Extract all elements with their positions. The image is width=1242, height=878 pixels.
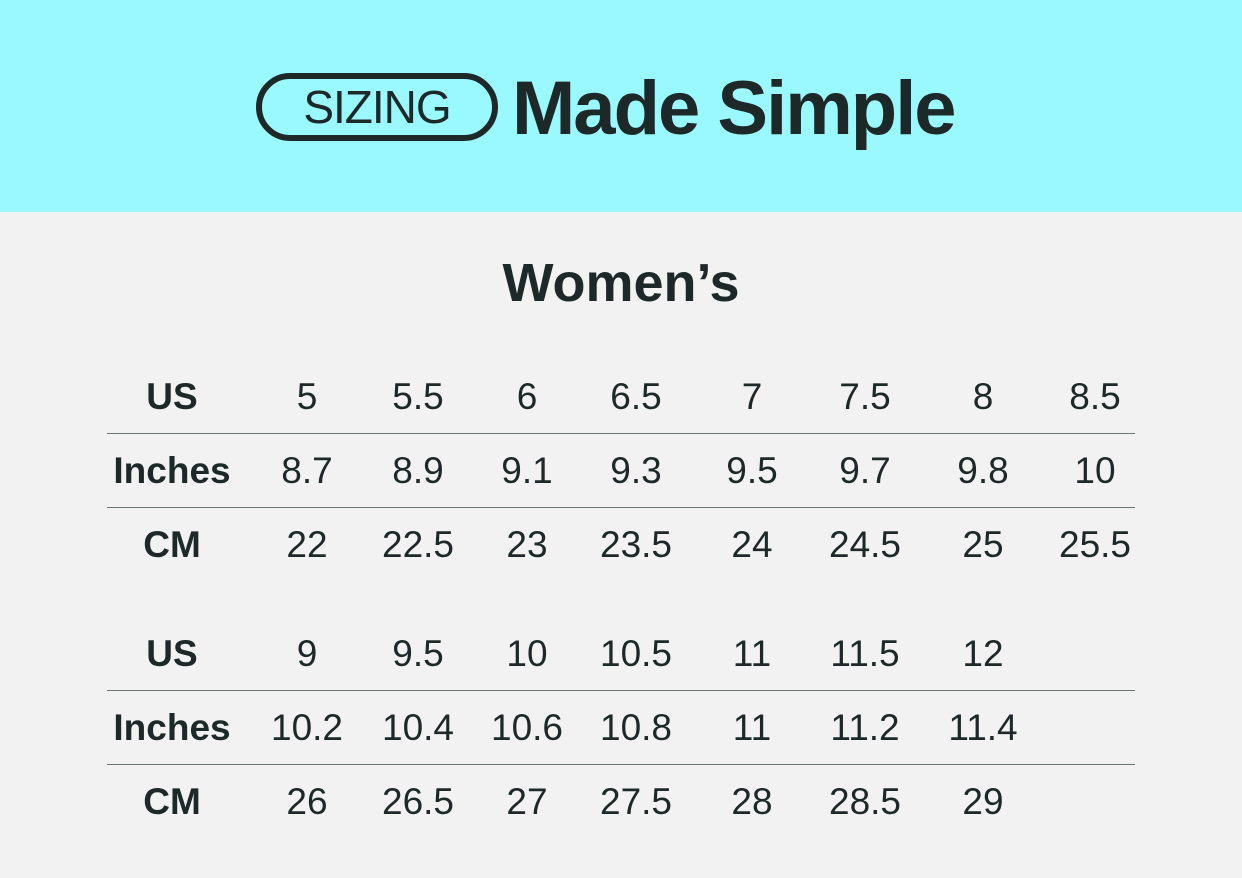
row-label: US: [146, 633, 198, 674]
table-cell: 22: [286, 524, 328, 565]
table-cell: 27: [506, 781, 548, 822]
section-title: Women’s: [502, 253, 740, 313]
row-label: US: [146, 376, 198, 417]
sizing-badge-text: SIZING: [303, 81, 451, 133]
table-cell: 25.5: [1058, 524, 1132, 565]
table-cell: 26.5: [381, 781, 455, 822]
table-cell: 10.6: [490, 707, 564, 748]
table-cell: 7: [741, 376, 763, 417]
table-row-inches: Inches 10.2 10.4 10.6 10.8 11 11.2 11.4: [107, 690, 1135, 764]
table-cell: 10: [506, 633, 548, 674]
table-cell: 11: [732, 707, 772, 748]
table-cell: 9.5: [726, 450, 778, 491]
table-cell: 11.4: [948, 707, 1018, 748]
table-row-cm: CM 26 26.5 27 27.5 28 28.5 29: [107, 764, 1135, 838]
row-label: Inches: [113, 707, 231, 748]
table-cell: 9.7: [839, 450, 891, 491]
table-cell: 9: [296, 633, 318, 674]
header-banner: SIZING Made Simple: [0, 0, 1242, 212]
table-cell: 23.5: [599, 524, 673, 565]
table-cell: 10.2: [270, 707, 344, 748]
table-cell: 5.5: [392, 376, 444, 417]
table-cell: 10: [1074, 450, 1116, 491]
table-cell: 23: [506, 524, 548, 565]
table-cell: 11: [732, 633, 772, 674]
table-cell: 5: [296, 376, 318, 417]
table-cell: 26: [286, 781, 328, 822]
table-cell: 9.5: [392, 633, 444, 674]
row-label: Inches: [113, 450, 231, 491]
table-cell: 11.5: [830, 633, 900, 674]
table-row-cm: CM 22 22.5 23 23.5 24 24.5 25 25.5: [107, 507, 1135, 581]
table-row-us: US 5 5.5 6 6.5 7 7.5 8 8.5: [107, 360, 1135, 433]
table-cell: 29: [962, 781, 1004, 822]
size-table-1: US 5 5.5 6 6.5 7 7.5 8 8.5 Inches 8.7 8.9 9.1 9.3 9.5 9…: [107, 360, 1135, 581]
table-cell: 12: [962, 633, 1004, 674]
table-row-us: US 9 9.5 10 10.5 11 11.5 12: [107, 617, 1135, 690]
table-cell: 9.3: [610, 450, 662, 491]
table-cell: 9.1: [501, 450, 553, 491]
table-row-inches: Inches 8.7 8.9 9.1 9.3 9.5 9.7 9.8 10: [107, 433, 1135, 507]
row-label: CM: [143, 524, 201, 565]
table-cell: 24.5: [828, 524, 902, 565]
table-cell: 27.5: [599, 781, 673, 822]
headline: Made Simple: [512, 66, 957, 151]
table-cell: 8: [972, 376, 994, 417]
table-cell: 6.5: [610, 376, 662, 417]
table-cell: 25: [962, 524, 1004, 565]
table-cell: 10.4: [381, 707, 455, 748]
table-cell: 9.8: [957, 450, 1009, 491]
table-cell: 24: [731, 524, 773, 565]
table-cell: 6: [516, 376, 538, 417]
row-label: CM: [143, 781, 201, 822]
table-cell: 11.2: [830, 707, 900, 748]
table-cell: 22.5: [381, 524, 455, 565]
table-cell: 28: [731, 781, 773, 822]
sizing-badge: SIZING: [256, 73, 498, 141]
table-cell: 7.5: [839, 376, 891, 417]
table-cell: 10.8: [599, 707, 673, 748]
table-cell: 8.7: [281, 450, 333, 491]
size-table-2: US 9 9.5 10 10.5 11 11.5 12 Inches 10.2 10.4 10.6 10…: [107, 617, 1135, 838]
table-cell: 10.5: [599, 633, 673, 674]
table-cell: 8.5: [1069, 376, 1121, 417]
table-cell: 8.9: [392, 450, 444, 491]
table-cell: 28.5: [828, 781, 902, 822]
